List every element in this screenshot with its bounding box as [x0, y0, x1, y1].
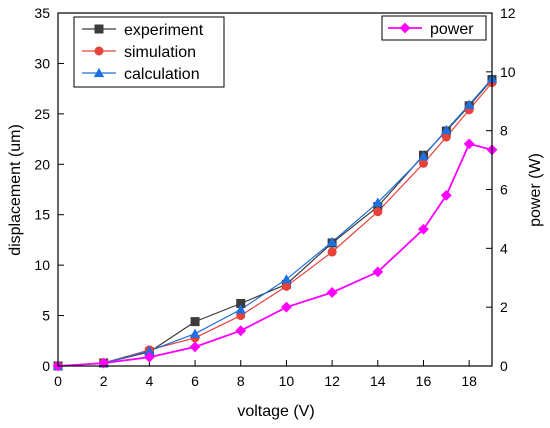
x-tick-label: 8 [237, 373, 245, 389]
data-point-experiment [236, 298, 246, 308]
x-tick-label: 16 [416, 373, 432, 389]
data-point-power [143, 351, 155, 363]
data-point-simulation [281, 281, 291, 291]
legend-marker-experiment [94, 24, 104, 34]
data-point-power [372, 266, 384, 278]
y2-axis-title: power (W) [527, 153, 544, 227]
legend-left: experiment simulation calculation [73, 16, 225, 88]
y-tick-label: 30 [34, 55, 50, 71]
legend-label-simulation: simulation [124, 44, 196, 61]
data-point-calculation [463, 99, 475, 109]
legend-marker-simulation [94, 46, 104, 56]
data-point-calculation [144, 345, 155, 356]
legend-right: power [381, 15, 487, 41]
x-tick-label: 4 [145, 373, 153, 389]
data-point-calculation [235, 304, 246, 314]
plot-frame [57, 12, 493, 367]
y2-tick-label: 0 [500, 358, 508, 374]
series-line-calculation [57, 78, 493, 367]
y-tick-label: 20 [34, 156, 50, 172]
y-axis-title: displacement (um) [7, 124, 24, 256]
tick-labels: 0 2 4 6 8 10 12 14 16 18 0 5 10 15 20 25 30 35 0 2 4 6 8 10 12 [34, 5, 515, 389]
x-tick-label: 12 [324, 373, 340, 389]
data-point-power [98, 357, 110, 369]
data-point-power [463, 138, 475, 150]
y2-tick-label: 8 [500, 123, 508, 139]
legend-marker-power [399, 22, 411, 34]
x-tick-label: 2 [100, 373, 108, 389]
data-point-simulation [441, 132, 451, 142]
data-point-calculation [418, 151, 429, 161]
legend-label-calculation: calculation [124, 66, 200, 83]
data-point-calculation [189, 328, 201, 338]
x-tick-label: 18 [461, 373, 477, 389]
legend-label-power: power [430, 21, 474, 38]
legend-marker-calculation [93, 67, 105, 78]
x-tick-label: 10 [279, 373, 295, 389]
data-point-calculation [441, 124, 452, 135]
data-point-power [418, 223, 429, 235]
y2-tick-label: 2 [500, 299, 508, 315]
data-point-experiment [190, 317, 200, 327]
series-lines [57, 78, 493, 367]
y-tick-label: 10 [34, 257, 50, 273]
data-point-simulation [373, 207, 383, 217]
series-markers [52, 73, 498, 372]
legend-left-items: experiment simulation calculation [82, 22, 204, 83]
x-tick-label: 14 [370, 373, 386, 389]
x-tick-label: 0 [54, 373, 62, 389]
data-point-calculation [281, 274, 292, 284]
y-tick-label: 15 [34, 207, 50, 223]
data-point-power [235, 325, 247, 337]
y-tick-label: 25 [34, 106, 50, 122]
x-tick-label: 6 [191, 373, 199, 389]
y2-tick-label: 12 [500, 5, 516, 21]
y2-tick-label: 10 [500, 64, 516, 80]
y-tick-label: 0 [42, 358, 50, 374]
data-point-power [440, 189, 452, 201]
legend-label-experiment: experiment [124, 22, 204, 39]
data-point-power [189, 341, 201, 353]
data-point-calculation [372, 197, 383, 207]
y2-tick-label: 6 [500, 182, 508, 198]
x-axis-title: voltage (V) [237, 403, 314, 420]
data-point-simulation [418, 158, 428, 168]
series-line-power [57, 142, 493, 367]
legend-right-items: power [388, 21, 474, 38]
data-point-calculation [326, 236, 338, 247]
y2-tick-label: 4 [500, 240, 508, 256]
y-tick-label: 35 [34, 5, 50, 21]
data-point-power [281, 301, 292, 313]
y-tick-label: 5 [42, 308, 50, 324]
data-point-power [326, 287, 338, 298]
data-point-simulation [327, 247, 337, 257]
